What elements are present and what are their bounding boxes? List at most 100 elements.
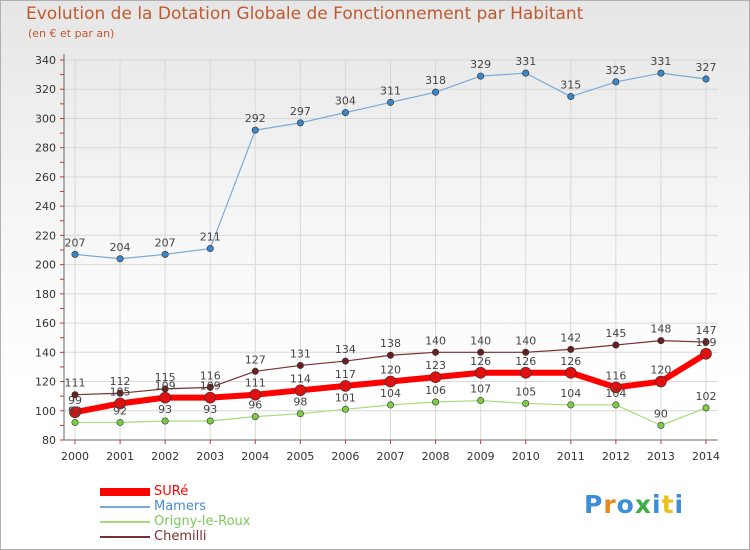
data-point xyxy=(386,351,394,359)
data-point xyxy=(251,367,259,375)
legend-swatch xyxy=(100,535,150,538)
data-point xyxy=(116,418,124,426)
data-label: 90 xyxy=(654,407,668,420)
data-point xyxy=(296,119,304,127)
data-label: 126 xyxy=(470,355,491,368)
data-point xyxy=(249,388,262,401)
chart-legend: SURé Mamers Origny-le-Roux Chemilli xyxy=(100,484,250,544)
y-tick-label: 80 xyxy=(42,434,56,447)
x-tick-label: 2003 xyxy=(196,450,224,463)
x-tick-label: 2008 xyxy=(422,450,450,463)
x-tick-label: 2013 xyxy=(647,450,675,463)
x-tick-label: 2005 xyxy=(286,450,314,463)
data-point xyxy=(206,383,214,391)
data-point xyxy=(116,255,124,263)
legend-label: Mamers xyxy=(154,499,206,514)
y-tick-label: 300 xyxy=(35,112,56,125)
data-label: 138 xyxy=(380,337,401,350)
data-point xyxy=(341,405,349,413)
data-label: 126 xyxy=(515,355,536,368)
data-label: 101 xyxy=(335,391,356,404)
data-point xyxy=(657,337,665,345)
data-point xyxy=(386,98,394,106)
data-point xyxy=(296,410,304,418)
x-tick-label: 2009 xyxy=(467,450,495,463)
data-point xyxy=(612,341,620,349)
y-tick-label: 200 xyxy=(35,259,56,272)
logo-letter: t xyxy=(661,490,675,519)
data-label: 315 xyxy=(560,79,581,92)
x-tick-label: 2014 xyxy=(692,450,720,463)
y-tick-label: 260 xyxy=(35,171,56,184)
data-label: 106 xyxy=(425,384,446,397)
data-point xyxy=(700,347,712,360)
data-label: 92 xyxy=(68,404,82,417)
x-tick-label: 2007 xyxy=(377,450,405,463)
data-label: 111 xyxy=(65,377,86,390)
data-point xyxy=(477,348,485,356)
data-point xyxy=(522,348,530,356)
data-label: 104 xyxy=(560,387,581,400)
data-label: 204 xyxy=(110,241,131,254)
data-point xyxy=(519,366,532,379)
legend-swatch xyxy=(100,520,150,523)
data-label: 111 xyxy=(245,377,266,390)
data-point xyxy=(567,93,575,101)
data-label: 123 xyxy=(425,359,446,372)
y-tick-label: 140 xyxy=(35,346,56,359)
data-label: 120 xyxy=(650,364,671,377)
data-point xyxy=(69,406,81,419)
data-point xyxy=(657,421,665,429)
data-label: 93 xyxy=(203,403,217,416)
data-point xyxy=(567,401,575,409)
data-point xyxy=(567,345,575,353)
data-point xyxy=(71,391,79,399)
data-label: 98 xyxy=(293,396,307,409)
data-label: 114 xyxy=(290,372,311,385)
data-label: 292 xyxy=(245,112,266,125)
legend-swatch xyxy=(100,505,150,508)
data-label: 126 xyxy=(560,355,581,368)
data-point xyxy=(432,88,440,96)
data-point xyxy=(251,126,259,134)
data-label: 139 xyxy=(696,336,717,349)
data-point xyxy=(564,366,577,379)
data-label: 211 xyxy=(200,231,221,244)
legend-swatch xyxy=(100,487,150,496)
data-point xyxy=(206,245,214,253)
data-point xyxy=(341,109,349,117)
y-tick-label: 240 xyxy=(35,200,56,213)
data-point xyxy=(251,413,259,421)
data-point xyxy=(474,366,487,379)
chart-title: Evolution de la Dotation Globale de Fonc… xyxy=(26,4,584,24)
data-point xyxy=(204,391,217,404)
y-tick-label: 100 xyxy=(35,405,56,418)
data-point xyxy=(655,375,667,388)
y-tick-label: 120 xyxy=(35,376,56,389)
legend-item: Mamers xyxy=(100,499,250,514)
data-point xyxy=(71,250,79,258)
logo-letter: r xyxy=(603,490,617,519)
data-label: 117 xyxy=(335,368,356,381)
data-point xyxy=(114,397,126,410)
data-label: 207 xyxy=(155,236,176,249)
legend-label: Chemilli xyxy=(154,529,207,544)
y-tick-label: 180 xyxy=(35,288,56,301)
data-point xyxy=(612,401,620,409)
data-point xyxy=(161,250,169,258)
data-point xyxy=(610,381,622,394)
data-point xyxy=(522,69,530,77)
logo-letter: x xyxy=(634,490,652,519)
y-tick-label: 220 xyxy=(35,229,56,242)
data-point xyxy=(657,69,665,77)
data-point xyxy=(296,361,304,369)
data-label: 109 xyxy=(200,380,221,393)
x-tick-label: 2011 xyxy=(557,450,585,463)
data-point xyxy=(702,338,710,346)
data-point xyxy=(612,78,620,86)
data-point xyxy=(116,389,124,397)
data-label: 107 xyxy=(470,383,491,396)
data-label: 207 xyxy=(65,236,86,249)
data-point xyxy=(294,384,307,397)
